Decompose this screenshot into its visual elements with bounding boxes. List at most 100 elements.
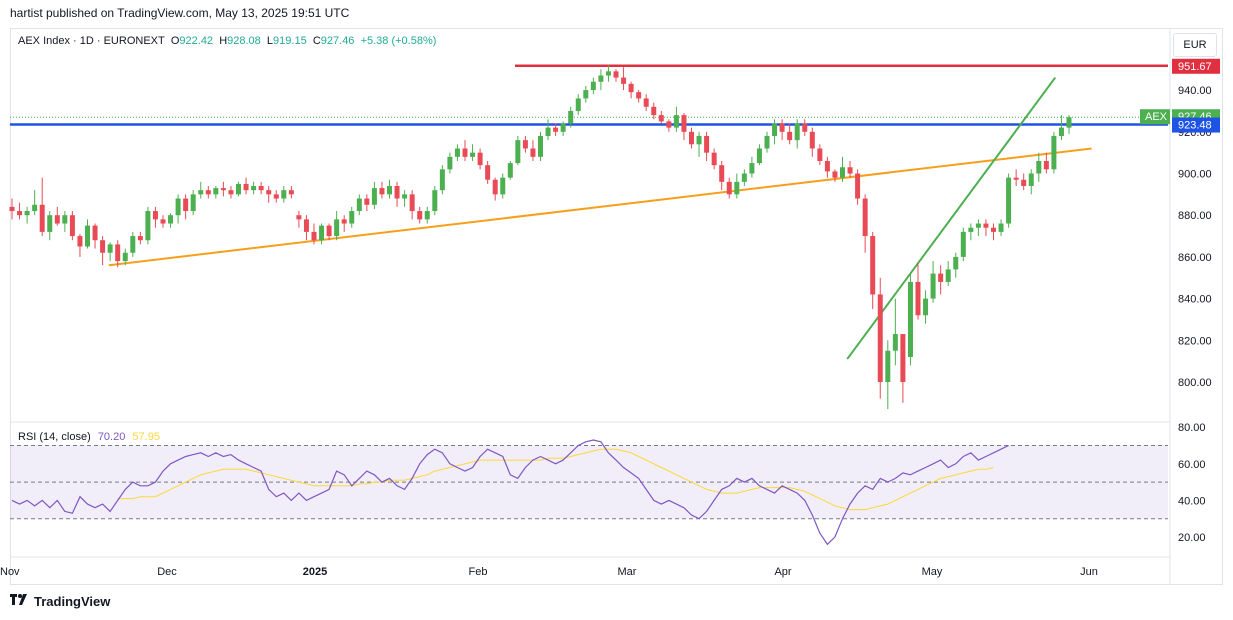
candle [938, 265, 944, 295]
candle-body [522, 140, 528, 149]
candle-body [568, 110, 574, 124]
candle [711, 148, 717, 170]
candle-body [628, 83, 634, 93]
candle-body [485, 165, 491, 180]
tradingview-footer[interactable]: TradingView [10, 594, 110, 609]
candle-body [605, 71, 611, 76]
candle-body [213, 188, 219, 195]
candle [152, 206, 158, 228]
candle-body [1066, 117, 1072, 128]
candle [341, 215, 347, 232]
candle-body [137, 236, 143, 241]
candle [779, 119, 785, 141]
candle-body [749, 163, 755, 174]
candle-body [296, 215, 302, 220]
candle [356, 194, 362, 216]
candle [115, 240, 121, 268]
candle [371, 181, 377, 209]
candle-body [832, 171, 838, 178]
candle-body [817, 148, 823, 161]
currency-button[interactable]: EUR [1173, 33, 1217, 57]
close-value: 927.46 [320, 35, 355, 47]
candle [734, 173, 740, 199]
candle [326, 223, 332, 241]
candle-body [915, 281, 921, 316]
candle [643, 94, 649, 111]
candle-body [666, 121, 672, 128]
candle-body [273, 194, 279, 199]
price-tag-text: 951.67 [1178, 61, 1212, 73]
candle-body [470, 152, 476, 157]
candle-body [500, 177, 506, 195]
candle [85, 219, 90, 249]
price-tick-label: 860.00 [1178, 252, 1212, 264]
candle [62, 211, 68, 232]
candle [409, 190, 415, 220]
symbol-title[interactable]: AEX Index · 1D · EURONEXT [18, 35, 165, 47]
candle-body [575, 98, 581, 111]
candle-body [1028, 173, 1034, 187]
candle-body [319, 225, 325, 241]
rsi-tick-label: 60.00 [1178, 459, 1206, 471]
candle-body [1051, 135, 1057, 170]
time-tick-label: Nov [0, 566, 20, 578]
candle [689, 127, 694, 149]
candle [220, 181, 226, 197]
candle-body [779, 123, 785, 132]
candle-body [530, 148, 536, 157]
candle-body [183, 198, 189, 212]
candle [311, 223, 317, 245]
candle [1066, 115, 1072, 134]
symbol-legend: AEX Index · 1D · EURONEXT O922.42 H928.0… [18, 35, 436, 47]
candle-body [236, 183, 241, 195]
candle [507, 160, 513, 180]
candle-body [583, 90, 589, 99]
candle-body [1006, 177, 1012, 224]
rsi-title[interactable]: RSI (14, close) [18, 431, 91, 443]
candle [870, 231, 876, 310]
candle-body [454, 148, 460, 157]
candle [945, 261, 951, 287]
low-label: L [266, 35, 274, 47]
high-value: 928.08 [227, 35, 261, 47]
chart-frame [10, 28, 1223, 585]
candle-body [1058, 127, 1064, 136]
candle-body [341, 219, 347, 224]
candle [696, 131, 702, 157]
candle [923, 290, 929, 324]
candle-body [764, 135, 770, 149]
candle-body [424, 211, 430, 220]
candle [915, 263, 921, 320]
candle [1021, 173, 1027, 191]
candle-body [756, 148, 762, 164]
candle [183, 194, 189, 220]
candle-body [462, 148, 468, 157]
candle-body [1021, 179, 1027, 187]
candle-body [877, 294, 883, 382]
candle [447, 152, 453, 174]
price-tag: 951.67 [1172, 58, 1220, 74]
candle-body [17, 211, 23, 216]
candle [545, 119, 551, 141]
trendline-orange [108, 147, 1092, 267]
time-tick-label: 2025 [303, 566, 327, 578]
price-tag: 923.48 [1172, 117, 1220, 133]
candle [9, 198, 15, 220]
candle-body [930, 273, 936, 299]
candle [288, 186, 294, 199]
candle-body [152, 211, 158, 220]
candle [658, 110, 664, 124]
candle-body [734, 181, 740, 195]
candle [236, 181, 241, 197]
candle-body [32, 204, 38, 212]
candle [862, 194, 868, 253]
candle-body [432, 190, 438, 212]
candle [1006, 173, 1012, 228]
candle [100, 236, 106, 266]
candle-body [190, 194, 196, 212]
candle [575, 94, 581, 116]
candle [522, 135, 528, 153]
candle-body [228, 190, 234, 195]
candle [621, 67, 627, 91]
